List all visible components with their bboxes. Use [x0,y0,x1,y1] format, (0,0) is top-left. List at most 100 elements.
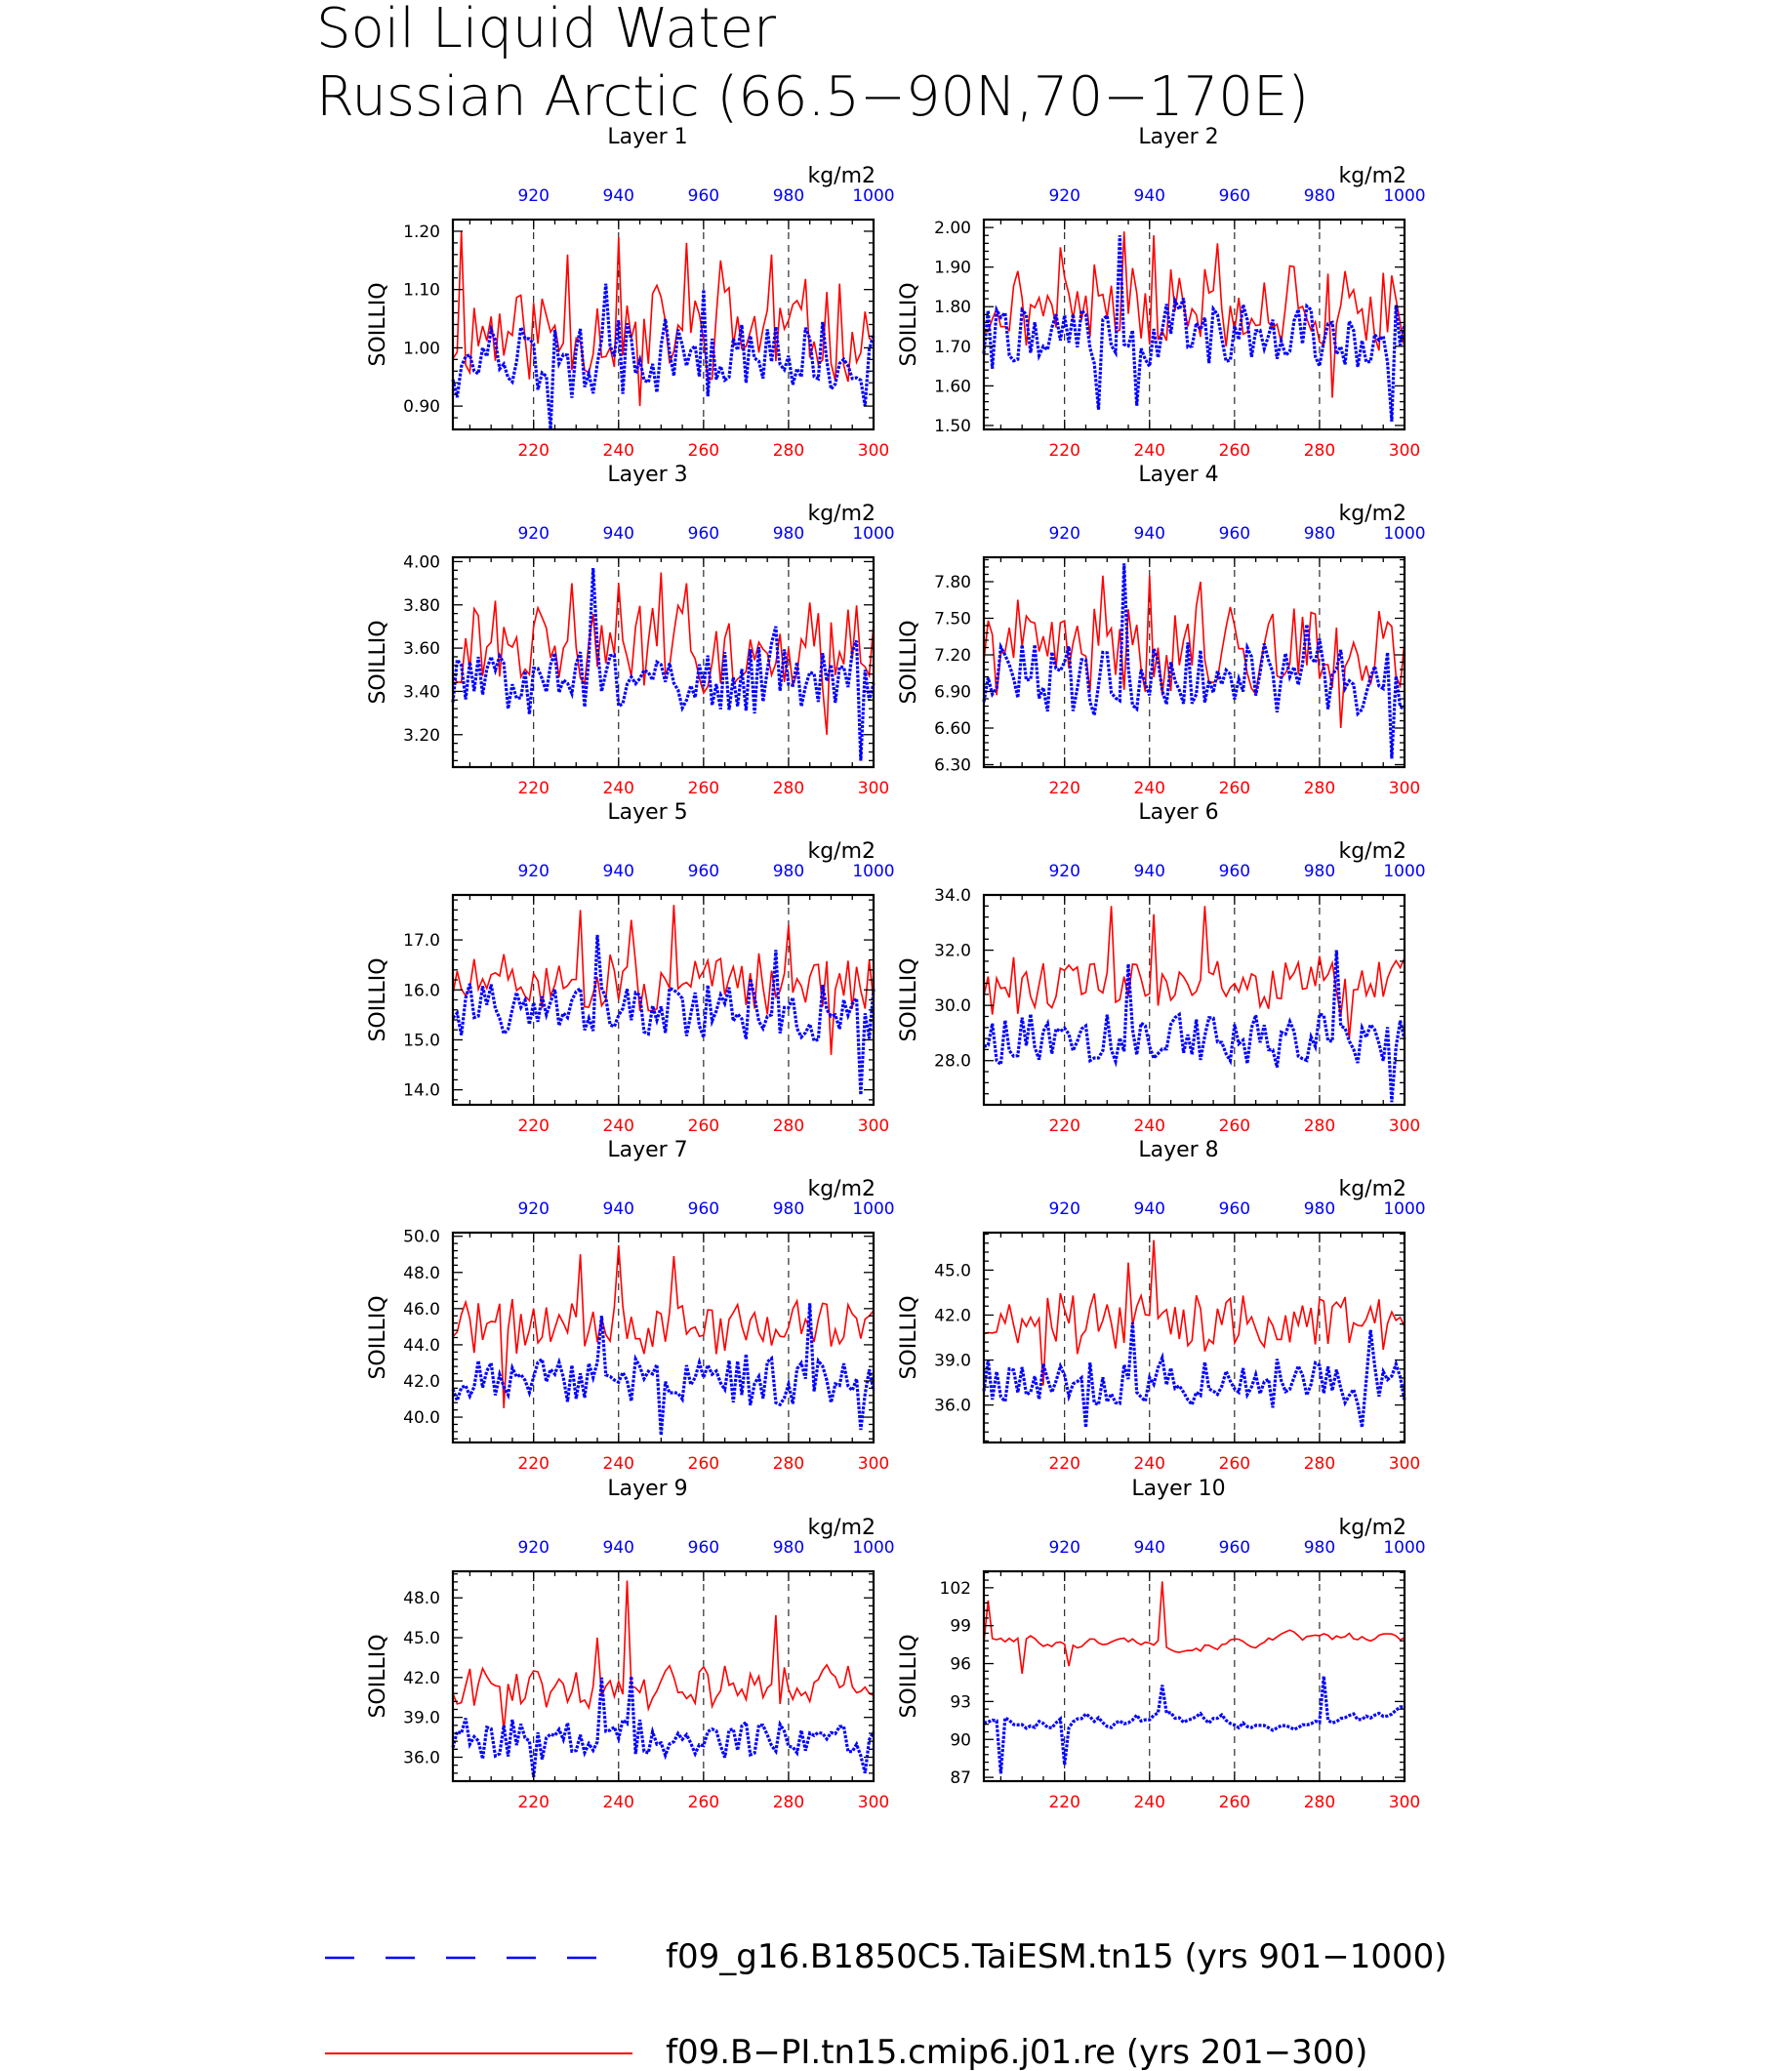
y-tick-label: 1.00 [403,339,440,358]
series-blue-line [982,563,1405,759]
x-tick-label-top: 960 [688,186,719,206]
x-tick-label-bottom: 260 [1219,1793,1250,1812]
series-red-line [452,1244,875,1408]
x-tick-label-top: 920 [1048,1538,1079,1558]
x-tick-label-bottom: 260 [688,1117,719,1136]
y-tick-label: 102 [940,1579,971,1599]
y-tick-label: 42.0 [403,1372,440,1392]
units-label: kg/m2 [1338,1516,1406,1540]
x-tick-label-bottom: 260 [1219,1454,1250,1474]
x-tick-label-top: 960 [688,1538,719,1558]
x-tick-label-bottom: 220 [1048,441,1079,461]
x-tick-label-top: 920 [1048,186,1079,206]
series-red-line [452,572,875,735]
x-tick-label-bottom: 280 [773,1793,804,1812]
units-label: kg/m2 [807,1177,876,1201]
x-tick-label-bottom: 260 [688,779,719,798]
y-tick-label: 44.0 [403,1336,440,1356]
x-tick-label-top: 940 [603,186,634,206]
panel-10: Layer 10 kg/m2 SOILLIQ 220 240 260 280 300 920 94… [897,1477,1426,1812]
x-tick-label-bottom: 280 [1304,779,1335,798]
y-axis-label: SOILLIQ [366,282,390,366]
x-tick-label-top: 960 [1219,186,1250,206]
x-tick-label-top: 920 [1048,862,1079,881]
x-tick-label-bottom: 260 [688,441,719,461]
y-tick-label: 6.30 [934,756,971,776]
y-tick-label: 48.0 [403,1264,440,1283]
panel-title: Layer 10 [1131,1477,1225,1501]
y-tick-label: 3.20 [403,726,440,746]
units-label: kg/m2 [1338,502,1406,526]
y-tick-label: 1.60 [934,377,971,396]
x-tick-label-top: 940 [603,1538,634,1558]
series-red-line [452,905,875,1055]
x-tick-label-top: 960 [1219,524,1250,544]
x-tick-label-top: 920 [517,1199,549,1219]
series-blue-line [451,1676,876,1778]
y-tick-label: 1.10 [403,281,440,301]
x-tick-label-top: 960 [1219,862,1250,881]
x-tick-label-top: 980 [773,1538,804,1558]
x-tick-label-bottom: 300 [1389,441,1420,461]
x-tick-label-bottom: 260 [1219,441,1250,461]
panel-title: Layer 3 [607,463,687,487]
y-tick-label: 39.0 [403,1709,440,1728]
panel-2: Layer 2 kg/m2 SOILLIQ 220 240 260 280 300 920 940… [897,125,1426,461]
plot-frame [982,893,1406,1107]
x-tick-label-bottom: 300 [1389,1117,1420,1136]
x-tick-label-bottom: 280 [1304,441,1335,461]
series-blue-line [451,1303,876,1436]
x-tick-label-top: 980 [1304,862,1335,881]
x-tick-label-top: 960 [688,862,719,881]
series-red-line [983,231,1405,398]
y-tick-label: 34.0 [934,886,971,906]
panels-grid: Layer 1 kg/m2 SOILLIQ 220 240 260 280 300 920 940… [366,125,1426,1812]
y-axis-label: SOILLIQ [897,1634,921,1718]
y-tick-label: 3.40 [403,682,440,702]
x-tick-label-bottom: 240 [1134,779,1165,798]
y-tick-label: 6.60 [934,719,971,739]
legend-blue-label: f09_g16.B1850C5.TaiESM.tn15 (yrs 901−100… [666,1937,1447,1976]
x-tick-label-top: 1000 [852,862,894,881]
x-tick-label-top: 940 [1134,862,1165,881]
y-tick-label: 36.0 [403,1749,440,1768]
panel-6: Layer 6 kg/m2 SOILLIQ 220 240 260 280 300 920 940… [897,800,1426,1136]
x-tick-label-top: 1000 [1383,1538,1425,1558]
x-tick-label-top: 940 [603,1199,634,1219]
plot-frame [982,1569,1406,1783]
y-axis-label: SOILLIQ [366,620,390,704]
y-axis-label: SOILLIQ [897,1295,921,1379]
x-tick-label-bottom: 280 [1304,1454,1335,1474]
x-tick-label-top: 940 [1134,186,1165,206]
panel-title: Layer 1 [607,125,687,149]
x-tick-label-bottom: 280 [773,1117,804,1136]
y-tick-label: 1.50 [934,417,971,436]
y-tick-label: 1.20 [403,223,440,242]
y-tick-label: 32.0 [934,942,971,961]
y-tick-label: 40.0 [403,1408,440,1428]
x-tick-label-bottom: 220 [1048,1793,1079,1812]
units-label: kg/m2 [807,1516,876,1540]
panel-title: Layer 7 [607,1138,687,1162]
y-tick-label: 1.90 [934,259,971,278]
x-tick-label-top: 960 [1219,1199,1250,1219]
y-tick-label: 15.0 [403,1031,440,1050]
y-tick-label: 99 [950,1617,971,1637]
x-tick-label-top: 980 [773,524,804,544]
y-tick-label: 14.0 [403,1081,440,1101]
y-tick-label: 96 [950,1655,971,1675]
x-tick-label-bottom: 280 [1304,1793,1335,1812]
x-tick-label-bottom: 260 [1219,779,1250,798]
panel-1: Layer 1 kg/m2 SOILLIQ 220 240 260 280 300 920 940… [366,125,895,461]
y-axis-label: SOILLIQ [366,1634,390,1718]
x-tick-label-bottom: 240 [603,1793,634,1812]
panel-title: Layer 4 [1138,463,1218,487]
x-tick-label-bottom: 220 [517,1793,549,1812]
series-blue-line [451,568,876,761]
x-tick-label-top: 980 [773,1199,804,1219]
x-tick-label-top: 1000 [852,1538,894,1558]
y-tick-label: 36.0 [934,1397,971,1416]
series-red-line [452,1580,875,1731]
x-tick-label-top: 1000 [1383,524,1425,544]
